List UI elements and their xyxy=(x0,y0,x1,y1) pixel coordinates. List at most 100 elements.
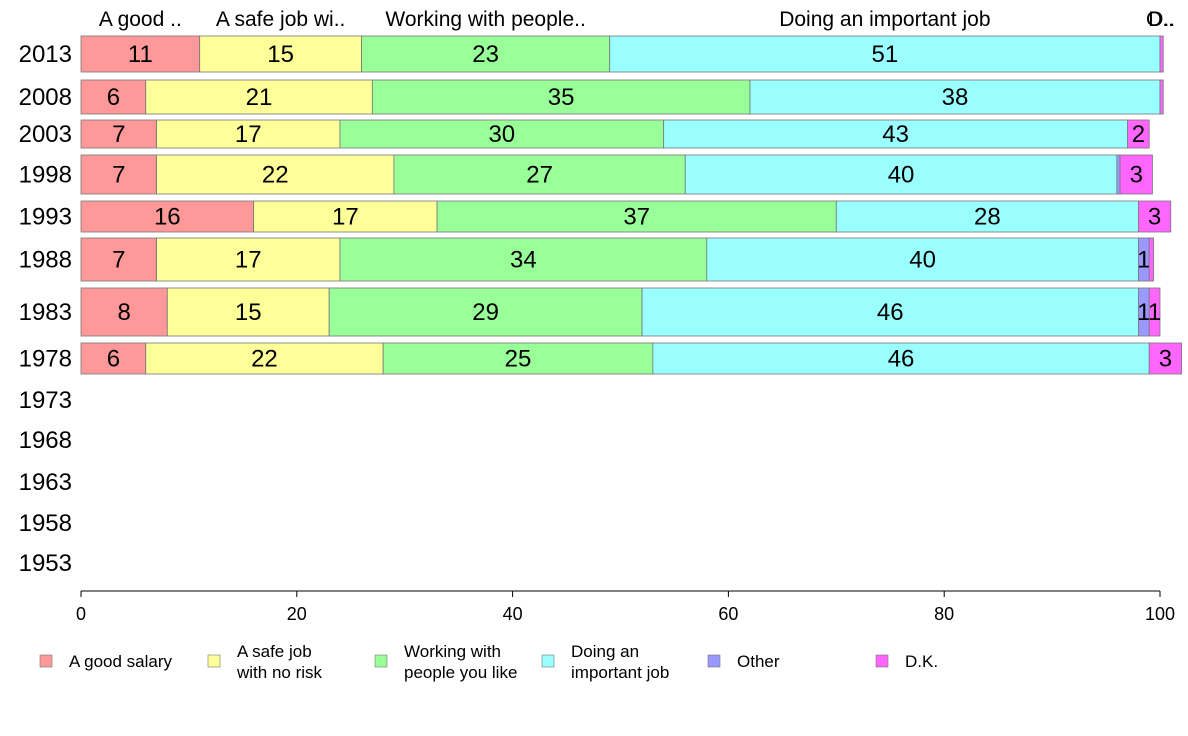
year-label: 2008 xyxy=(19,84,72,111)
bar-segment xyxy=(652,342,1150,375)
column-header: D.. xyxy=(1148,8,1175,31)
bar-segment xyxy=(156,154,395,195)
legend-label-line: people you like xyxy=(404,663,517,682)
x-tick-label: 0 xyxy=(76,604,86,624)
data-label: 2 xyxy=(1132,121,1145,148)
data-label: 16 xyxy=(154,204,181,231)
legend-label: Other xyxy=(737,652,780,671)
data-label: 7 xyxy=(112,121,125,148)
data-label: 30 xyxy=(488,121,515,148)
data-label: 6 xyxy=(107,84,120,111)
bar-segment xyxy=(328,287,643,337)
year-label: 1973 xyxy=(19,387,72,414)
data-label: 1 xyxy=(1137,299,1150,326)
bar-segment xyxy=(436,200,837,233)
bar-segment xyxy=(382,342,654,375)
data-label: 1 xyxy=(1148,299,1161,326)
year-label: 1993 xyxy=(19,204,72,231)
year-label: 1998 xyxy=(19,162,72,189)
data-label: 17 xyxy=(235,121,262,148)
bar-segment xyxy=(1148,342,1182,375)
legend-label: Working with people you like xyxy=(404,642,517,682)
legend-label-line: Doing an xyxy=(571,642,639,661)
bar-segment xyxy=(199,35,362,73)
year-label: 2003 xyxy=(19,121,72,148)
bar-segment xyxy=(371,79,751,115)
legend-label: A good salary xyxy=(69,652,173,671)
bar-segment xyxy=(749,79,1161,115)
legend-swatch xyxy=(875,654,889,668)
data-label: 11 xyxy=(128,41,153,68)
legend-swatch xyxy=(374,654,388,668)
data-label: 29 xyxy=(472,299,499,326)
bar-segment xyxy=(80,154,157,195)
bar-segment xyxy=(1159,79,1164,115)
column-header: Doing an important job xyxy=(779,8,990,31)
bar-segment xyxy=(339,237,708,282)
data-label: 35 xyxy=(548,84,575,111)
data-label: 15 xyxy=(235,299,262,326)
legend-label: Doing an important job xyxy=(571,642,669,682)
bar-segment xyxy=(706,237,1139,282)
data-label: 51 xyxy=(872,41,899,68)
year-label: 2013 xyxy=(19,41,72,68)
legend-swatch xyxy=(39,654,53,668)
bar-segment xyxy=(80,35,201,73)
legend-swatch xyxy=(207,654,221,668)
x-tick-label: 40 xyxy=(503,604,523,624)
year-label: 1968 xyxy=(19,427,72,454)
bar-segment xyxy=(145,79,373,115)
data-label: 28 xyxy=(974,204,1001,231)
data-label: 40 xyxy=(888,162,915,189)
data-label: 21 xyxy=(246,84,273,111)
bar-segment xyxy=(80,79,147,115)
bar-segment xyxy=(1116,154,1121,195)
bar-segment xyxy=(80,237,157,282)
legend-swatch xyxy=(707,654,721,668)
column-header: A safe job wi.. xyxy=(216,8,346,31)
bar-segment xyxy=(145,342,384,375)
year-label: 1983 xyxy=(19,299,72,326)
bar-segment xyxy=(80,342,147,375)
bar-segment xyxy=(835,200,1139,233)
bar-segment xyxy=(393,154,686,195)
data-label: 22 xyxy=(262,162,289,189)
bar-segment xyxy=(1119,154,1153,195)
data-label: 34 xyxy=(510,247,537,274)
bar-segment xyxy=(253,200,438,233)
legend-swatch xyxy=(541,654,555,668)
data-label: 8 xyxy=(117,299,130,326)
bar-segment xyxy=(1159,35,1164,73)
bar-segment xyxy=(80,200,255,233)
data-label: 15 xyxy=(267,41,294,68)
legend-label: A safe job with no risk xyxy=(236,642,323,682)
x-tick-label: 80 xyxy=(934,604,954,624)
data-label: 17 xyxy=(235,247,262,274)
data-label: 46 xyxy=(888,346,915,373)
bar-segment xyxy=(80,119,157,149)
year-label: 1963 xyxy=(19,469,72,496)
data-label: 25 xyxy=(505,346,532,373)
year-label: 1988 xyxy=(19,247,72,274)
data-label: 3 xyxy=(1148,204,1161,231)
bar-segment xyxy=(1148,237,1154,282)
data-label: 6 xyxy=(107,346,120,373)
column-header: Working with people.. xyxy=(385,8,585,31)
data-label: 40 xyxy=(909,247,936,274)
year-label: 1978 xyxy=(19,346,72,373)
bar-segment xyxy=(663,119,1129,149)
data-label: 43 xyxy=(882,121,909,148)
data-label: 17 xyxy=(332,204,359,231)
column-header: A good .. xyxy=(99,8,182,31)
bar-segment xyxy=(361,35,611,73)
data-label: 46 xyxy=(877,299,904,326)
bar-segment xyxy=(156,237,341,282)
bar-segment xyxy=(80,287,168,337)
x-tick-label: 20 xyxy=(287,604,307,624)
legend-label-line: A safe job xyxy=(237,642,312,661)
bar-segment xyxy=(1148,287,1161,337)
bar-segment xyxy=(609,35,1161,73)
data-label: 7 xyxy=(112,162,125,189)
data-label: 7 xyxy=(112,247,125,274)
